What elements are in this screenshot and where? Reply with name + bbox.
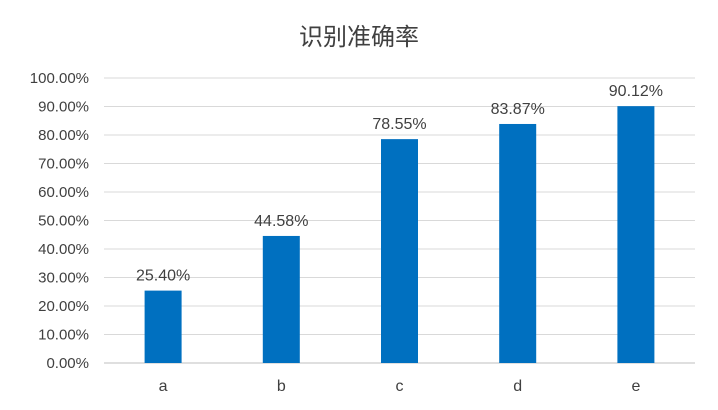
data-label-a: 25.40% bbox=[136, 268, 190, 285]
data-label-e: 90.12% bbox=[609, 83, 663, 100]
y-tick-label: 10.00% bbox=[38, 327, 89, 344]
y-tick-label: 90.00% bbox=[38, 99, 89, 116]
y-axis-tick-labels: 0.00% 10.00% 20.00% 30.00% 40.00% 50.00% 60.00… bbox=[30, 70, 89, 372]
x-category-label-d: d bbox=[513, 378, 522, 395]
bar-a bbox=[144, 290, 182, 363]
x-category-label-e: e bbox=[631, 378, 640, 395]
y-tick-label: 80.00% bbox=[38, 127, 89, 144]
y-tick-label: 20.00% bbox=[38, 298, 89, 315]
y-tick-label: 50.00% bbox=[38, 213, 89, 230]
chart-title: 识别准确率 bbox=[299, 23, 419, 51]
data-labels: 25.40% 44.58% 78.55% 83.87% 90.12% bbox=[136, 83, 663, 284]
bar-e bbox=[617, 106, 655, 364]
x-axis-category-labels: a b c d e bbox=[159, 378, 641, 395]
data-label-d: 83.87% bbox=[491, 101, 545, 118]
data-label-c: 78.55% bbox=[372, 116, 426, 133]
bar-d bbox=[499, 123, 537, 364]
bar-b bbox=[262, 235, 300, 363]
bar-c bbox=[381, 139, 418, 363]
y-tick-label: 40.00% bbox=[38, 241, 89, 258]
x-category-label-a: a bbox=[159, 378, 168, 395]
x-category-label-b: b bbox=[277, 378, 286, 395]
y-tick-label: 100.00% bbox=[30, 70, 89, 87]
data-label-b: 44.58% bbox=[254, 213, 308, 230]
y-tick-label: 30.00% bbox=[38, 270, 89, 287]
x-category-label-c: c bbox=[396, 378, 404, 395]
y-tick-label: 0.00% bbox=[46, 355, 89, 372]
y-tick-label: 60.00% bbox=[38, 184, 89, 201]
bars bbox=[144, 106, 655, 364]
y-tick-label: 70.00% bbox=[38, 156, 89, 173]
